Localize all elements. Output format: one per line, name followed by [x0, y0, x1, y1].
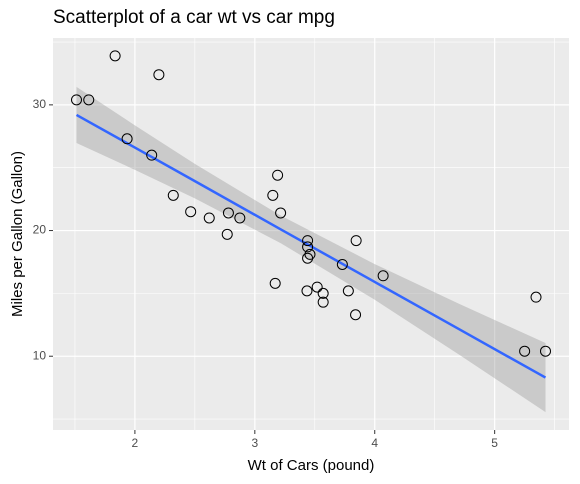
- point: [153, 69, 165, 81]
- x-tick-label: 4: [371, 436, 378, 450]
- point: [167, 189, 179, 201]
- point: [221, 228, 233, 240]
- point: [350, 235, 362, 247]
- x-tick-label: 3: [251, 436, 258, 450]
- point: [336, 258, 348, 270]
- point: [121, 133, 133, 145]
- point: [350, 309, 362, 321]
- point: [342, 285, 354, 297]
- y-tick-label: 10: [33, 348, 47, 362]
- point: [222, 207, 234, 219]
- point: [269, 277, 281, 289]
- point: [301, 285, 313, 297]
- point: [71, 94, 83, 106]
- point: [272, 169, 284, 181]
- point: [311, 281, 323, 293]
- point: [302, 235, 314, 247]
- point: [203, 212, 215, 224]
- point: [267, 189, 279, 201]
- point: [302, 252, 314, 264]
- x-tick-label: 2: [132, 436, 139, 450]
- point: [317, 296, 329, 308]
- point: [234, 212, 246, 224]
- y-axis-label: Miles per Gallon (Gallon): [9, 151, 26, 317]
- point: [519, 345, 531, 357]
- point: [185, 206, 197, 218]
- x-tick-label: 5: [491, 436, 498, 450]
- x-axis-label: Wt of Cars (pound): [248, 457, 375, 474]
- fit-line: [75, 113, 547, 379]
- y-tick-label: 30: [33, 97, 47, 111]
- point: [109, 50, 121, 62]
- point: [275, 207, 287, 219]
- point: [317, 287, 329, 299]
- point: [539, 345, 551, 357]
- point: [146, 149, 158, 161]
- point: [302, 241, 314, 253]
- y-tick-label: 20: [33, 223, 47, 237]
- chart-title: Scatterplot of a car wt vs car mpg: [53, 7, 335, 28]
- plot-panel: [53, 38, 569, 430]
- point: [377, 270, 389, 282]
- point: [530, 291, 542, 303]
- point: [83, 94, 95, 106]
